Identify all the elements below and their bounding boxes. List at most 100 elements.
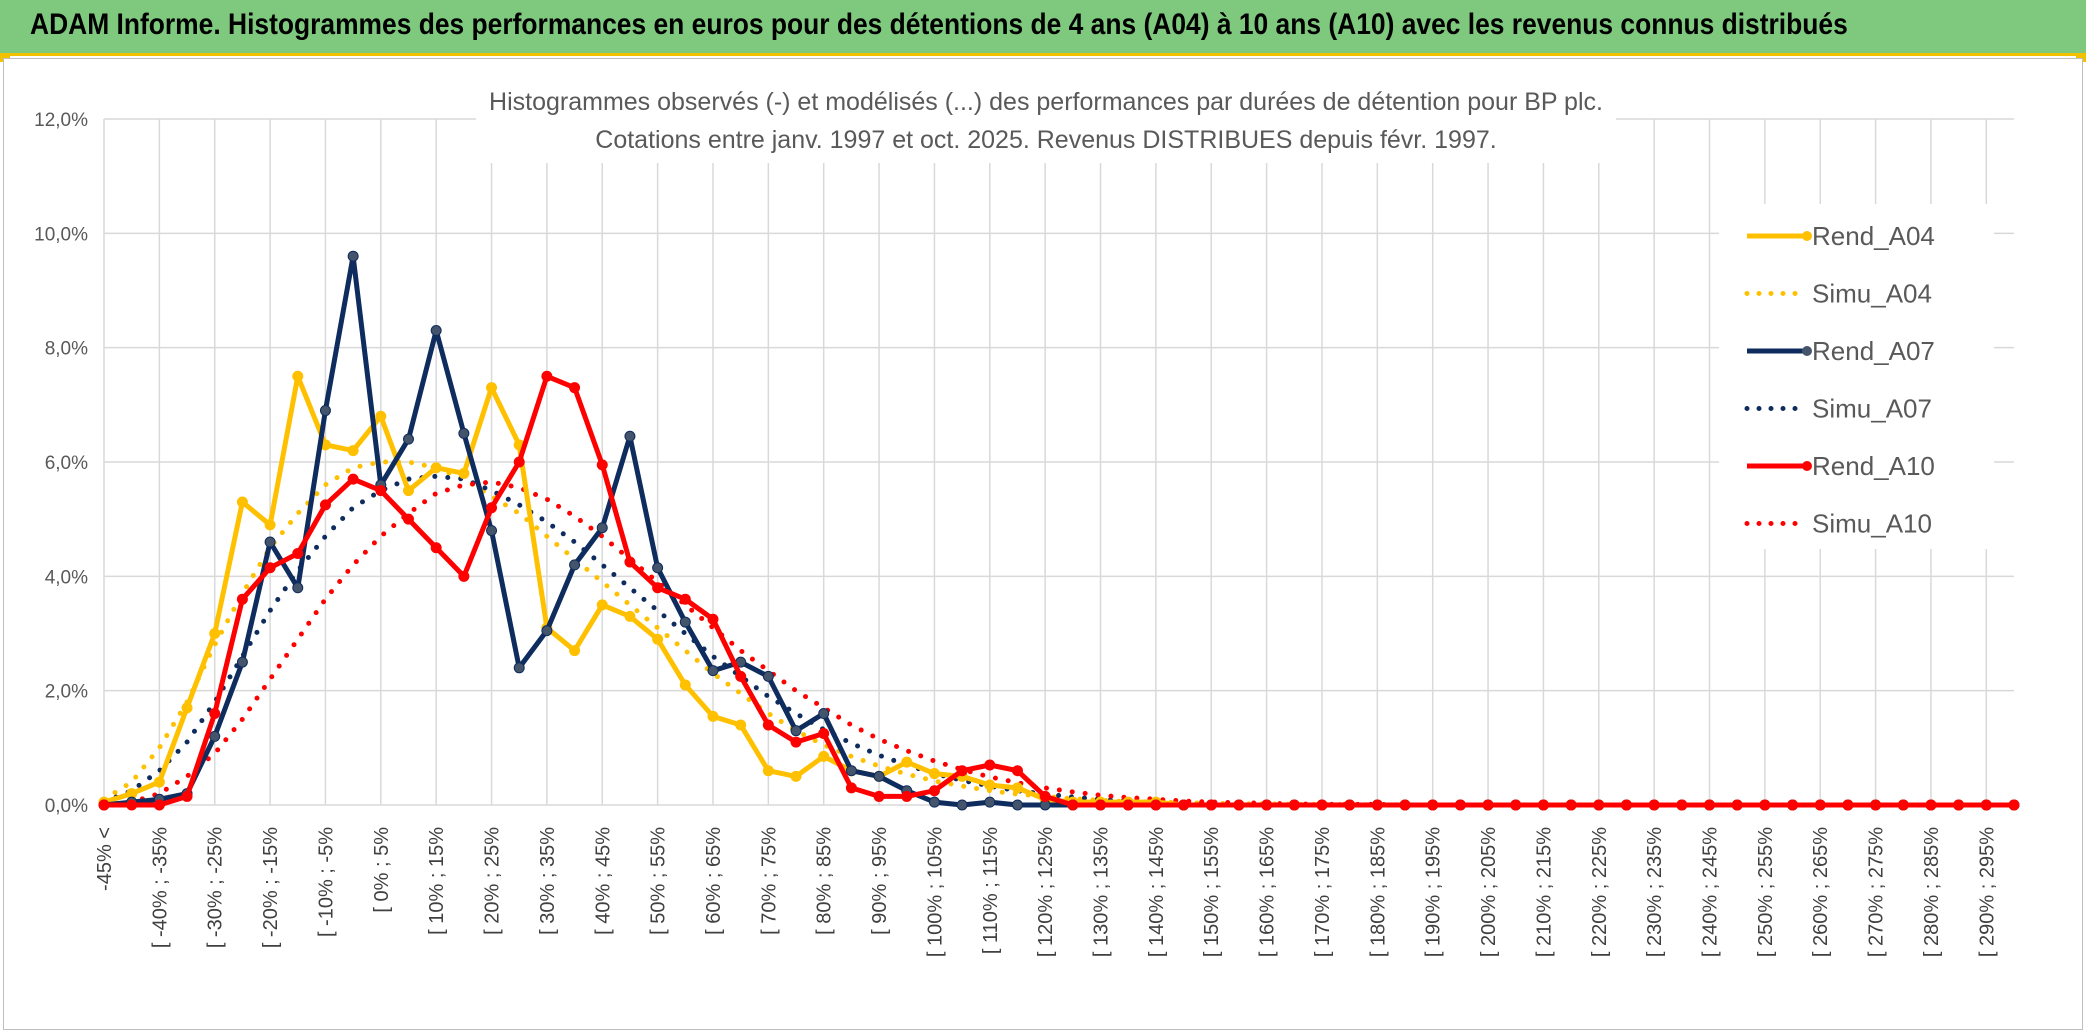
- legend-item-Simu_A10: Simu_A10: [1744, 509, 1932, 539]
- legend-box: [1719, 204, 1994, 549]
- data-point: [2008, 799, 2020, 811]
- data-point: [1620, 799, 1632, 811]
- data-point: [513, 662, 525, 674]
- legend-item-Simu_A07: Simu_A07: [1744, 394, 1932, 424]
- data-point: [430, 325, 442, 337]
- data-point: [1205, 799, 1217, 811]
- data-point: [126, 799, 138, 811]
- data-point: [264, 519, 276, 531]
- chart-title: Histogrammes observés (-) et modélisés (…: [489, 88, 1603, 116]
- data-point: [486, 502, 498, 514]
- performance-histogram-chart: 0,0% 2,0% 4,0% 6,0% 8,0% 10,0% 12,0% -45% < [ -…: [34, 79, 2020, 957]
- y-axis-ticks: 0,0% 2,0% 4,0% 6,0% 8,0% 10,0% 12,0%: [34, 110, 88, 817]
- data-point: [928, 796, 940, 808]
- series-Simu_A04: [101, 459, 2017, 808]
- data-point: [458, 467, 470, 479]
- x-tick-label: [ -10% ; -5%: [315, 827, 337, 937]
- data-point: [652, 562, 664, 574]
- data-point: [1842, 799, 1854, 811]
- x-tick-label: [ 200% ; 205%: [1478, 827, 1500, 957]
- data-point: [1704, 799, 1716, 811]
- report-banner: ADAM Informe. Histogrammes des performan…: [0, 0, 2086, 56]
- legend-label: Simu_A10: [1812, 509, 1932, 539]
- data-point: [181, 790, 193, 802]
- legend-label: Simu_A04: [1812, 279, 1932, 309]
- data-point: [873, 790, 885, 802]
- x-tick-label: [ 220% ; 225%: [1589, 827, 1611, 957]
- data-point: [209, 628, 221, 639]
- data-point: [1261, 799, 1273, 811]
- y-tick-label: 6,0%: [45, 453, 88, 474]
- data-point: [652, 633, 664, 645]
- x-tick-label: [ 140% ; 145%: [1146, 827, 1168, 957]
- data-point: [569, 382, 581, 394]
- x-tick-label: [ 50% ; 55%: [648, 827, 670, 935]
- legend-marker: [1802, 346, 1812, 356]
- legend-label: Rend_A10: [1812, 451, 1935, 481]
- data-point: [1011, 782, 1023, 794]
- x-tick-label: [ -30% ; -25%: [205, 827, 227, 948]
- data-point: [1482, 799, 1494, 811]
- report-title: ADAM Informe. Histogrammes des performan…: [30, 8, 1848, 41]
- data-point: [1344, 799, 1356, 811]
- data-point: [347, 473, 359, 485]
- data-point: [1095, 799, 1107, 811]
- data-point: [569, 559, 581, 571]
- data-point: [1648, 799, 1660, 811]
- x-tick-label: [ 230% ; 235%: [1644, 827, 1666, 957]
- data-point: [1039, 790, 1051, 802]
- data-point: [430, 542, 442, 554]
- x-tick-label: [ 90% ; 95%: [869, 827, 891, 935]
- data-point: [153, 799, 165, 811]
- data-point: [209, 708, 221, 720]
- data-point: [984, 759, 996, 771]
- data-point: [818, 750, 830, 762]
- data-point: [928, 768, 940, 780]
- data-point: [984, 779, 996, 791]
- data-point: [1011, 765, 1023, 777]
- data-point: [624, 610, 636, 622]
- data-point: [1759, 799, 1771, 811]
- x-tick-label: [ 240% ; 245%: [1700, 827, 1722, 957]
- data-point: [486, 382, 498, 394]
- chart-subtitle: Cotations entre janv. 1997 et oct. 2025.…: [595, 126, 1496, 154]
- y-tick-label: 8,0%: [45, 339, 88, 360]
- x-tick-label: -45% <: [94, 827, 116, 891]
- data-point: [319, 499, 331, 511]
- data-point: [402, 433, 414, 445]
- legend-item-Rend_A10: Rend_A10: [1747, 451, 1935, 481]
- data-point: [1897, 799, 1909, 811]
- x-tick-label: [ 70% ; 75%: [758, 827, 780, 935]
- x-tick-label: [ 40% ; 45%: [592, 827, 614, 935]
- data-point: [1537, 799, 1549, 811]
- data-point: [1067, 799, 1079, 811]
- y-tick-label: 4,0%: [45, 567, 88, 588]
- data-point: [236, 656, 248, 668]
- x-tick-label: [ 290% ; 295%: [1976, 827, 1998, 957]
- data-point: [319, 405, 331, 417]
- chart-legend: Rend_A04 Simu_A04 Rend_A07 Simu_A07 Rend_A10…: [1719, 204, 1994, 549]
- legend-item-Simu_A04: Simu_A04: [1744, 279, 1932, 309]
- legend-label: Simu_A07: [1812, 394, 1932, 424]
- data-point: [153, 776, 165, 788]
- data-point: [181, 702, 193, 714]
- x-tick-label: [ 270% ; 275%: [1866, 827, 1888, 957]
- x-tick-label: [ 80% ; 85%: [814, 827, 836, 935]
- data-point: [402, 513, 414, 525]
- data-point: [845, 765, 857, 777]
- data-point: [873, 770, 885, 782]
- data-point: [707, 710, 719, 722]
- data-point: [1953, 799, 1965, 811]
- x-tick-label: [ 30% ; 35%: [537, 827, 559, 935]
- data-point: [707, 665, 719, 677]
- data-point: [845, 782, 857, 794]
- data-point: [292, 582, 304, 594]
- data-point: [1787, 799, 1799, 811]
- data-point: [402, 485, 414, 497]
- legend-label: Rend_A07: [1812, 336, 1935, 366]
- x-tick-label: [ 160% ; 165%: [1257, 827, 1279, 957]
- data-point: [486, 525, 498, 537]
- data-point: [569, 645, 581, 657]
- series-Rend_A10: [98, 370, 2020, 811]
- series-line: [101, 459, 2017, 808]
